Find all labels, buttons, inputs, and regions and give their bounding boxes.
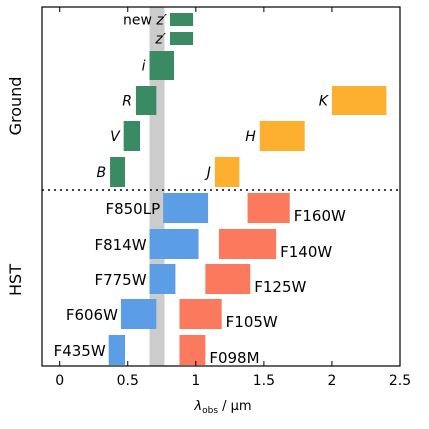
ground-bar-2 (149, 51, 175, 80)
ground-label-4: V (110, 129, 121, 145)
hst-bar-9 (179, 335, 206, 365)
hst-bar-8 (179, 299, 222, 329)
ground-bar-3 (135, 86, 157, 115)
bars-layer: new z′ z′ i R V B J H K F850LP F814W F775W F606W F435… (54, 13, 387, 367)
hst-bar-2 (149, 264, 176, 294)
ground-bar-5 (110, 157, 126, 187)
hst-label-0: F850LP (105, 200, 160, 218)
ground-bar-0 (169, 13, 194, 26)
hst-label-4: F435W (54, 342, 106, 360)
x-tick-label: 2 (327, 373, 336, 389)
hst-bar-7 (205, 264, 251, 294)
hst-label-6: F140W (280, 243, 332, 261)
x-tick-label: 0.5 (117, 373, 139, 389)
hst-label-2: F775W (94, 271, 146, 289)
hst-bar-0 (163, 193, 209, 223)
hst-label-3: F606W (66, 306, 118, 324)
ground-bar-1 (169, 32, 194, 45)
hst-bar-3 (120, 299, 157, 329)
ground-bar-6 (214, 157, 240, 187)
x-tick-label: 0 (55, 373, 64, 389)
ground-label-6: J (204, 165, 211, 181)
ground-bar-4 (123, 121, 141, 151)
ground-label-2: i (142, 59, 146, 75)
ground-bar-7 (259, 121, 305, 151)
ground-label-5: B (96, 165, 106, 181)
x-axis: 0 0.5 1 1.5 2 2.5 (55, 7, 411, 389)
ground-label-3: R (122, 94, 132, 110)
ground-label-0: new z′ (123, 13, 168, 29)
hst-label-5: F160W (294, 207, 346, 225)
ground-label-7: H (245, 129, 256, 145)
hst-bar-6 (218, 229, 277, 259)
hst-label-8: F105W (226, 313, 278, 331)
group-label-ground: Ground (6, 77, 25, 136)
x-axis-label: λobs / μm (193, 399, 251, 416)
hst-bar-5 (247, 193, 290, 223)
ground-label-1: z′ (154, 32, 166, 48)
ground-bar-8 (331, 86, 387, 115)
hst-label-1: F814W (94, 236, 146, 254)
hst-label-9: F098M (209, 349, 259, 367)
group-label-hst: HST (6, 264, 25, 296)
x-tick-label: 1 (191, 373, 200, 389)
x-tick-label: 2.5 (389, 373, 411, 389)
plot-frame (41, 6, 401, 367)
hst-bar-1 (149, 229, 199, 259)
hst-bar-4 (108, 335, 126, 365)
ground-label-8: K (319, 94, 330, 110)
x-tick-label: 1.5 (253, 373, 275, 389)
hst-label-7: F125W (254, 278, 306, 296)
